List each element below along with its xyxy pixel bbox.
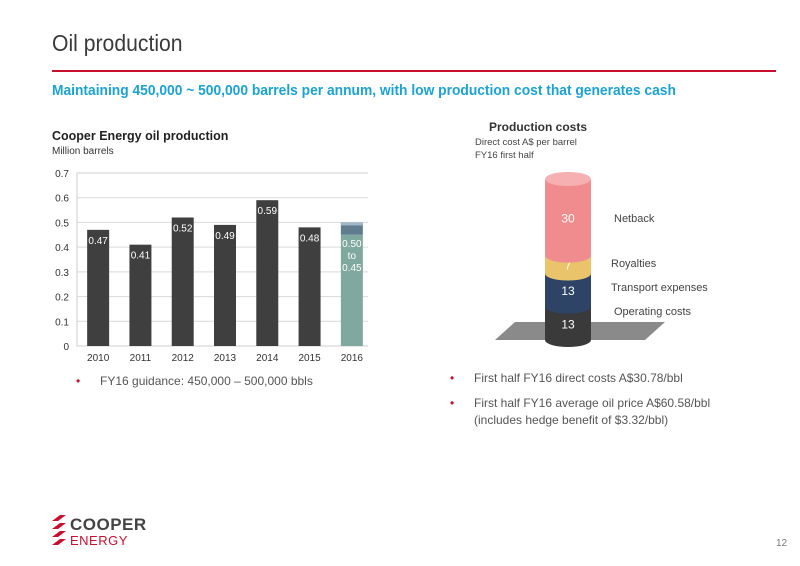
series-label: Royalties xyxy=(611,258,657,270)
logo-text-cooper: COOPER xyxy=(70,515,147,534)
bullet-icon: • xyxy=(450,396,455,410)
x-tick-label: 2016 xyxy=(341,353,364,364)
fy16-guidance-text: FY16 guidance: 450,000 – 500,000 bbls xyxy=(100,374,313,388)
y-tick-label: 0.7 xyxy=(55,169,69,180)
logo-text-energy: ENERGY xyxy=(70,533,128,548)
data-label: 0.47 xyxy=(88,236,108,247)
slide-subtitle: Maintaining 450,000 ~ 500,000 barrels pe… xyxy=(52,82,676,99)
logo-mark-icon xyxy=(52,515,66,545)
series-label: Operating costs xyxy=(614,306,692,318)
list-item: • First half FY16 direct costs A$30.78/bb… xyxy=(450,370,740,387)
title-divider xyxy=(52,70,776,72)
oil-production-chart-unit: Million barrels xyxy=(52,146,114,157)
series-label: Transport expenses xyxy=(611,282,708,294)
segment-value-label: 7 xyxy=(565,259,572,273)
y-tick-label: 0 xyxy=(63,342,69,353)
cylinder-segment xyxy=(545,273,591,314)
y-tick-label: 0.1 xyxy=(55,317,69,328)
cylinder-segment xyxy=(545,306,591,347)
production-costs-cylinder-chart: 13 13 7 30 Operating costs Transport expenses… xyxy=(495,172,708,347)
x-tick-label: 2012 xyxy=(172,353,195,364)
bullet-icon: • xyxy=(450,371,455,385)
x-tick-label: 2015 xyxy=(298,353,321,364)
segment-value-label: 30 xyxy=(561,211,575,225)
y-tick-label: 0.6 xyxy=(55,194,69,205)
list-item: • First half FY16 average oil price A$60.… xyxy=(450,395,740,429)
x-tick-label: 2013 xyxy=(214,353,237,364)
cylinder-segment-top xyxy=(545,172,591,186)
right-bullet-list: • First half FY16 direct costs A$30.78/bb… xyxy=(450,370,740,437)
segment-value-label: 13 xyxy=(561,317,575,331)
list-item: • FY16 guidance: 450,000 – 500,000 bbls xyxy=(76,373,396,390)
data-label: 0.59 xyxy=(258,206,278,217)
left-bullet-list: • FY16 guidance: 450,000 – 500,000 bbls xyxy=(76,373,396,398)
slide-title: Oil production xyxy=(52,30,183,56)
bullet-icon: • xyxy=(76,374,81,388)
production-costs-period: FY16 first half xyxy=(475,150,534,161)
direct-costs-text: First half FY16 direct costs A$30.78/bbl xyxy=(474,371,683,385)
data-label: 0.48 xyxy=(300,233,320,244)
bar-range-cap xyxy=(340,222,363,226)
cylinder-segment xyxy=(545,179,591,263)
oil-price-text: First half FY16 average oil price A$60.5… xyxy=(474,396,711,427)
bar xyxy=(256,200,279,346)
segment-value-label: 13 xyxy=(561,284,575,298)
oil-production-bar-chart: 0 0.1 0.2 0.3 0.4 0.5 0.6 0.7 0.47 2010 0.41 2011 0.… xyxy=(55,169,368,364)
data-label: 0.49 xyxy=(215,231,235,242)
data-label: 0.52 xyxy=(173,223,193,234)
x-tick-label: 2010 xyxy=(87,353,110,364)
y-tick-label: 0.2 xyxy=(55,293,69,304)
x-tick-label: 2011 xyxy=(130,353,152,364)
data-label: 0.41 xyxy=(131,251,151,262)
data-label: to xyxy=(348,251,357,262)
oil-production-chart-title: Cooper Energy oil production xyxy=(52,129,229,143)
data-label: 0.45 xyxy=(342,263,362,274)
production-costs-subtitle: Direct cost A$ per barrel xyxy=(475,137,577,148)
bar xyxy=(340,234,363,346)
data-label: 0.50 xyxy=(342,239,362,250)
bar xyxy=(171,217,194,346)
x-tick-label: 2014 xyxy=(256,353,279,364)
y-tick-label: 0.4 xyxy=(55,243,69,254)
series-label: Netback xyxy=(614,213,655,225)
cylinder-segment xyxy=(545,255,591,281)
bar-range-segment xyxy=(340,222,363,235)
bar xyxy=(87,229,110,346)
page-number: 12 xyxy=(776,538,788,549)
y-tick-label: 0.5 xyxy=(55,218,69,229)
y-tick-label: 0.3 xyxy=(55,268,69,279)
bar xyxy=(129,244,152,346)
production-costs-title: Production costs xyxy=(489,120,588,134)
bar xyxy=(298,227,321,346)
bar xyxy=(214,224,236,346)
